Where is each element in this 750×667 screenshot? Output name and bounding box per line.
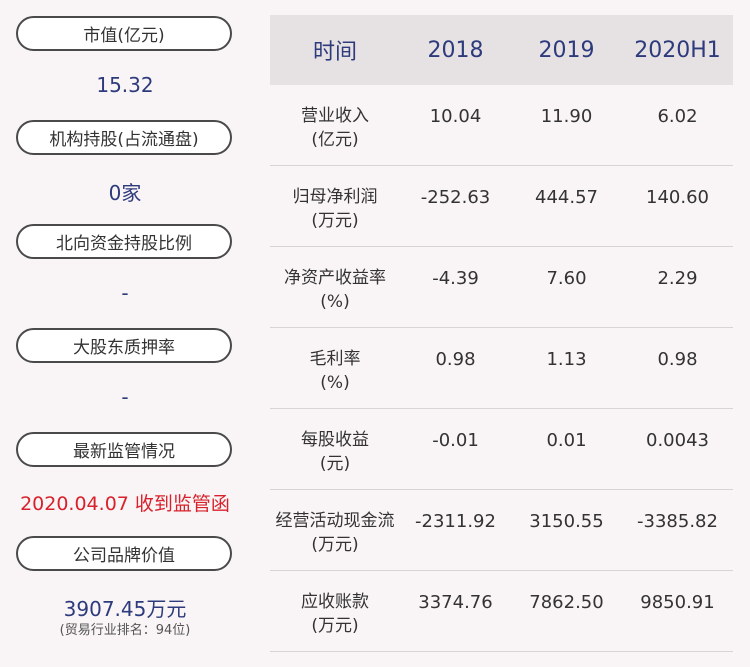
northbound-ratio-label: 北向资金持股比例: [16, 224, 232, 259]
table-cell: 11.90: [540, 106, 593, 127]
table-cell: 1.13: [546, 349, 587, 370]
regulation-label: 最新监管情况: [16, 432, 232, 467]
table-cell: 444.57: [535, 187, 598, 208]
summary-panel: 市值(亿元) 15.32 机构持股(占流通盘) 0家 北向资金持股比例 - 大股…: [0, 0, 250, 667]
table-cell: 0.0043: [646, 430, 709, 451]
table-cell: 7.60: [546, 268, 587, 289]
table-row: 经营活动现金流 (万元) -2311.92 3150.55 -3385.82: [270, 490, 733, 571]
row-label: 归母净利润 (万元): [292, 187, 378, 231]
table-row: 应收账款 (万元) 3374.76 7862.50 9850.91: [270, 571, 733, 652]
table-cell: 0.98: [657, 349, 698, 370]
pledge-rate-value: -: [121, 385, 129, 409]
table-cell: -2311.92: [415, 511, 496, 532]
table-cell: 0.98: [435, 349, 476, 370]
table-cell: -4.39: [432, 268, 479, 289]
brand-rank-note: (贸易行业排名：94位): [59, 623, 191, 638]
regulation-value: 2020.04.07 收到监管函: [20, 493, 230, 515]
table-cell: 10.04: [429, 106, 482, 127]
row-label: 毛利率 (%): [309, 349, 361, 393]
financial-table: 时间 2018 2019 2020H1 营业收入 (亿元) 10.04 11.90…: [270, 15, 733, 652]
header-year: 2019: [538, 37, 595, 63]
table-row: 净资产收益率 (%) -4.39 7.60 2.29: [270, 247, 733, 328]
table-cell: 140.60: [646, 187, 709, 208]
table-cell: 6.02: [657, 106, 698, 127]
market-cap-label: 市值(亿元): [16, 16, 232, 51]
table-cell: 9850.91: [640, 592, 715, 613]
brand-value-value: 3907.45万元: [63, 597, 187, 621]
pledge-rate-label: 大股东质押率: [16, 328, 232, 363]
table-cell: 3374.76: [418, 592, 493, 613]
table-cell: 3150.55: [529, 511, 604, 532]
market-cap-value: 15.32: [96, 73, 154, 97]
row-label: 应收账款 (万元): [301, 592, 369, 636]
table-row: 毛利率 (%) 0.98 1.13 0.98: [270, 328, 733, 409]
table-row: 营业收入 (亿元) 10.04 11.90 6.02: [270, 85, 733, 166]
institutional-holding-value: 0家: [108, 181, 142, 205]
table-header: 时间 2018 2019 2020H1: [270, 15, 733, 85]
table-cell: -0.01: [432, 430, 479, 451]
row-label: 营业收入 (亿元): [301, 106, 369, 150]
table-cell: -252.63: [420, 187, 491, 208]
institutional-holding-label: 机构持股(占流通盘): [16, 120, 232, 155]
row-label: 净资产收益率 (%): [284, 268, 386, 312]
table-cell: -3385.82: [637, 511, 718, 532]
brand-value-label: 公司品牌价值: [16, 536, 232, 571]
northbound-ratio-value: -: [121, 281, 129, 305]
table-row: 每股收益 (元) -0.01 0.01 0.0043: [270, 409, 733, 490]
header-year: 2020H1: [634, 37, 721, 63]
row-label: 每股收益 (元): [301, 430, 369, 474]
table-cell: 0.01: [546, 430, 587, 451]
table-cell: 7862.50: [529, 592, 604, 613]
table-row: 归母净利润 (万元) -252.63 444.57 140.60: [270, 166, 733, 247]
row-label: 经营活动现金流 (万元): [275, 511, 395, 555]
header-time: 时间: [312, 40, 357, 65]
header-year: 2018: [427, 37, 484, 63]
table-cell: 2.29: [657, 268, 698, 289]
